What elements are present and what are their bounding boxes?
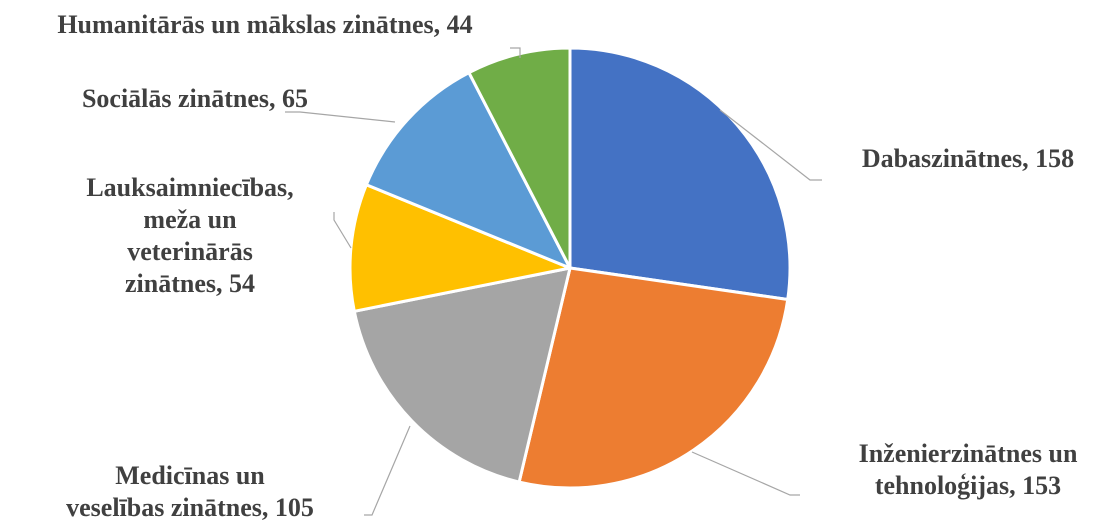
data-label-line: Dabaszinātnes, 158 [862, 144, 1074, 173]
data-label-line: Medicīnas un [115, 461, 265, 490]
leader-line-3 [364, 425, 411, 516]
data-label-line: veselības zinātnes, 105 [66, 493, 314, 522]
pie-slice-1 [568, 46, 792, 302]
leader-line-6 [510, 47, 521, 58]
data-label-line: tehnoloģijas, 153 [875, 471, 1061, 500]
leader-line-1 [719, 109, 822, 181]
data-label-line: meža un [143, 205, 237, 234]
data-labels: Dabaszinātnes, 158 Inženierzinātnes un teh… [57, 10, 1078, 522]
pie-slice-2 [517, 266, 790, 490]
data-label-line: Humanitārās un mākslas zinātnes, 44 [57, 10, 472, 39]
data-label-line: Inženierzinātnes un [859, 439, 1078, 468]
data-label-line: Lauksaimniecības, [86, 173, 293, 202]
pie-slices [348, 46, 792, 490]
pie-slice-3 [352, 266, 572, 484]
data-label-line: zinātnes, 54 [125, 269, 255, 298]
data-label-4: Lauksaimniecības, meža un veterinārās zināt… [86, 173, 293, 298]
data-label-1: Dabaszinātnes, 158 [862, 144, 1074, 173]
data-label-6: Humanitārās un mākslas zinātnes, 44 [57, 10, 472, 39]
data-label-5: Sociālās zinātnes, 65 [82, 84, 308, 113]
data-label-line: veterinārās [127, 237, 253, 266]
data-label-3: Medicīnas un veselības zinātnes, 105 [66, 461, 314, 522]
leader-line-2 [691, 451, 800, 496]
pie-slice-6 [467, 46, 572, 270]
data-label-2: Inženierzinātnes un tehnoloģijas, 153 [859, 439, 1078, 500]
leader-line-4 [333, 212, 352, 249]
data-label-line: Sociālās zinātnes, 65 [82, 84, 308, 113]
leader-lines [285, 47, 822, 516]
pie-slice-5 [364, 71, 572, 270]
leader-line-5 [285, 111, 396, 123]
